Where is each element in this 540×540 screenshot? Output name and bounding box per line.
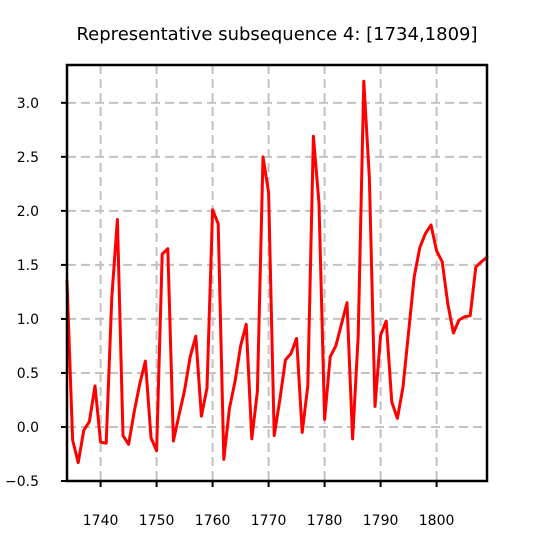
y-tick-label: 1.5 <box>17 258 39 274</box>
plot-area-frame <box>65 63 489 483</box>
x-tick-label: 1790 <box>363 513 399 529</box>
series-line <box>65 79 489 465</box>
y-tick-label: 2.0 <box>17 204 39 220</box>
chart-title: Representative subsequence 4: [1734,1809… <box>76 24 477 45</box>
x-tick-label: 1770 <box>251 513 287 529</box>
y-tick-label: 3.0 <box>17 96 39 112</box>
y-tick-label: 0.5 <box>17 366 39 382</box>
x-tick-label: 1780 <box>307 513 343 529</box>
y-tick-label: −0.5 <box>5 474 39 490</box>
x-tick-label: 1760 <box>195 513 231 529</box>
axis-ticks: 1740 1750 1760 1770 1780 1790 1800 −0.5 0.0 0.5 1.… <box>5 96 454 529</box>
series-layer <box>65 79 489 465</box>
x-tick-label: 1750 <box>139 513 175 529</box>
y-tick-label: 0.0 <box>17 420 39 436</box>
grid-lines <box>67 65 487 481</box>
x-tick-label: 1740 <box>83 513 119 529</box>
y-tick-label: 1.0 <box>17 312 39 328</box>
y-tick-label: 2.5 <box>17 150 39 166</box>
x-tick-label: 1800 <box>419 513 455 529</box>
